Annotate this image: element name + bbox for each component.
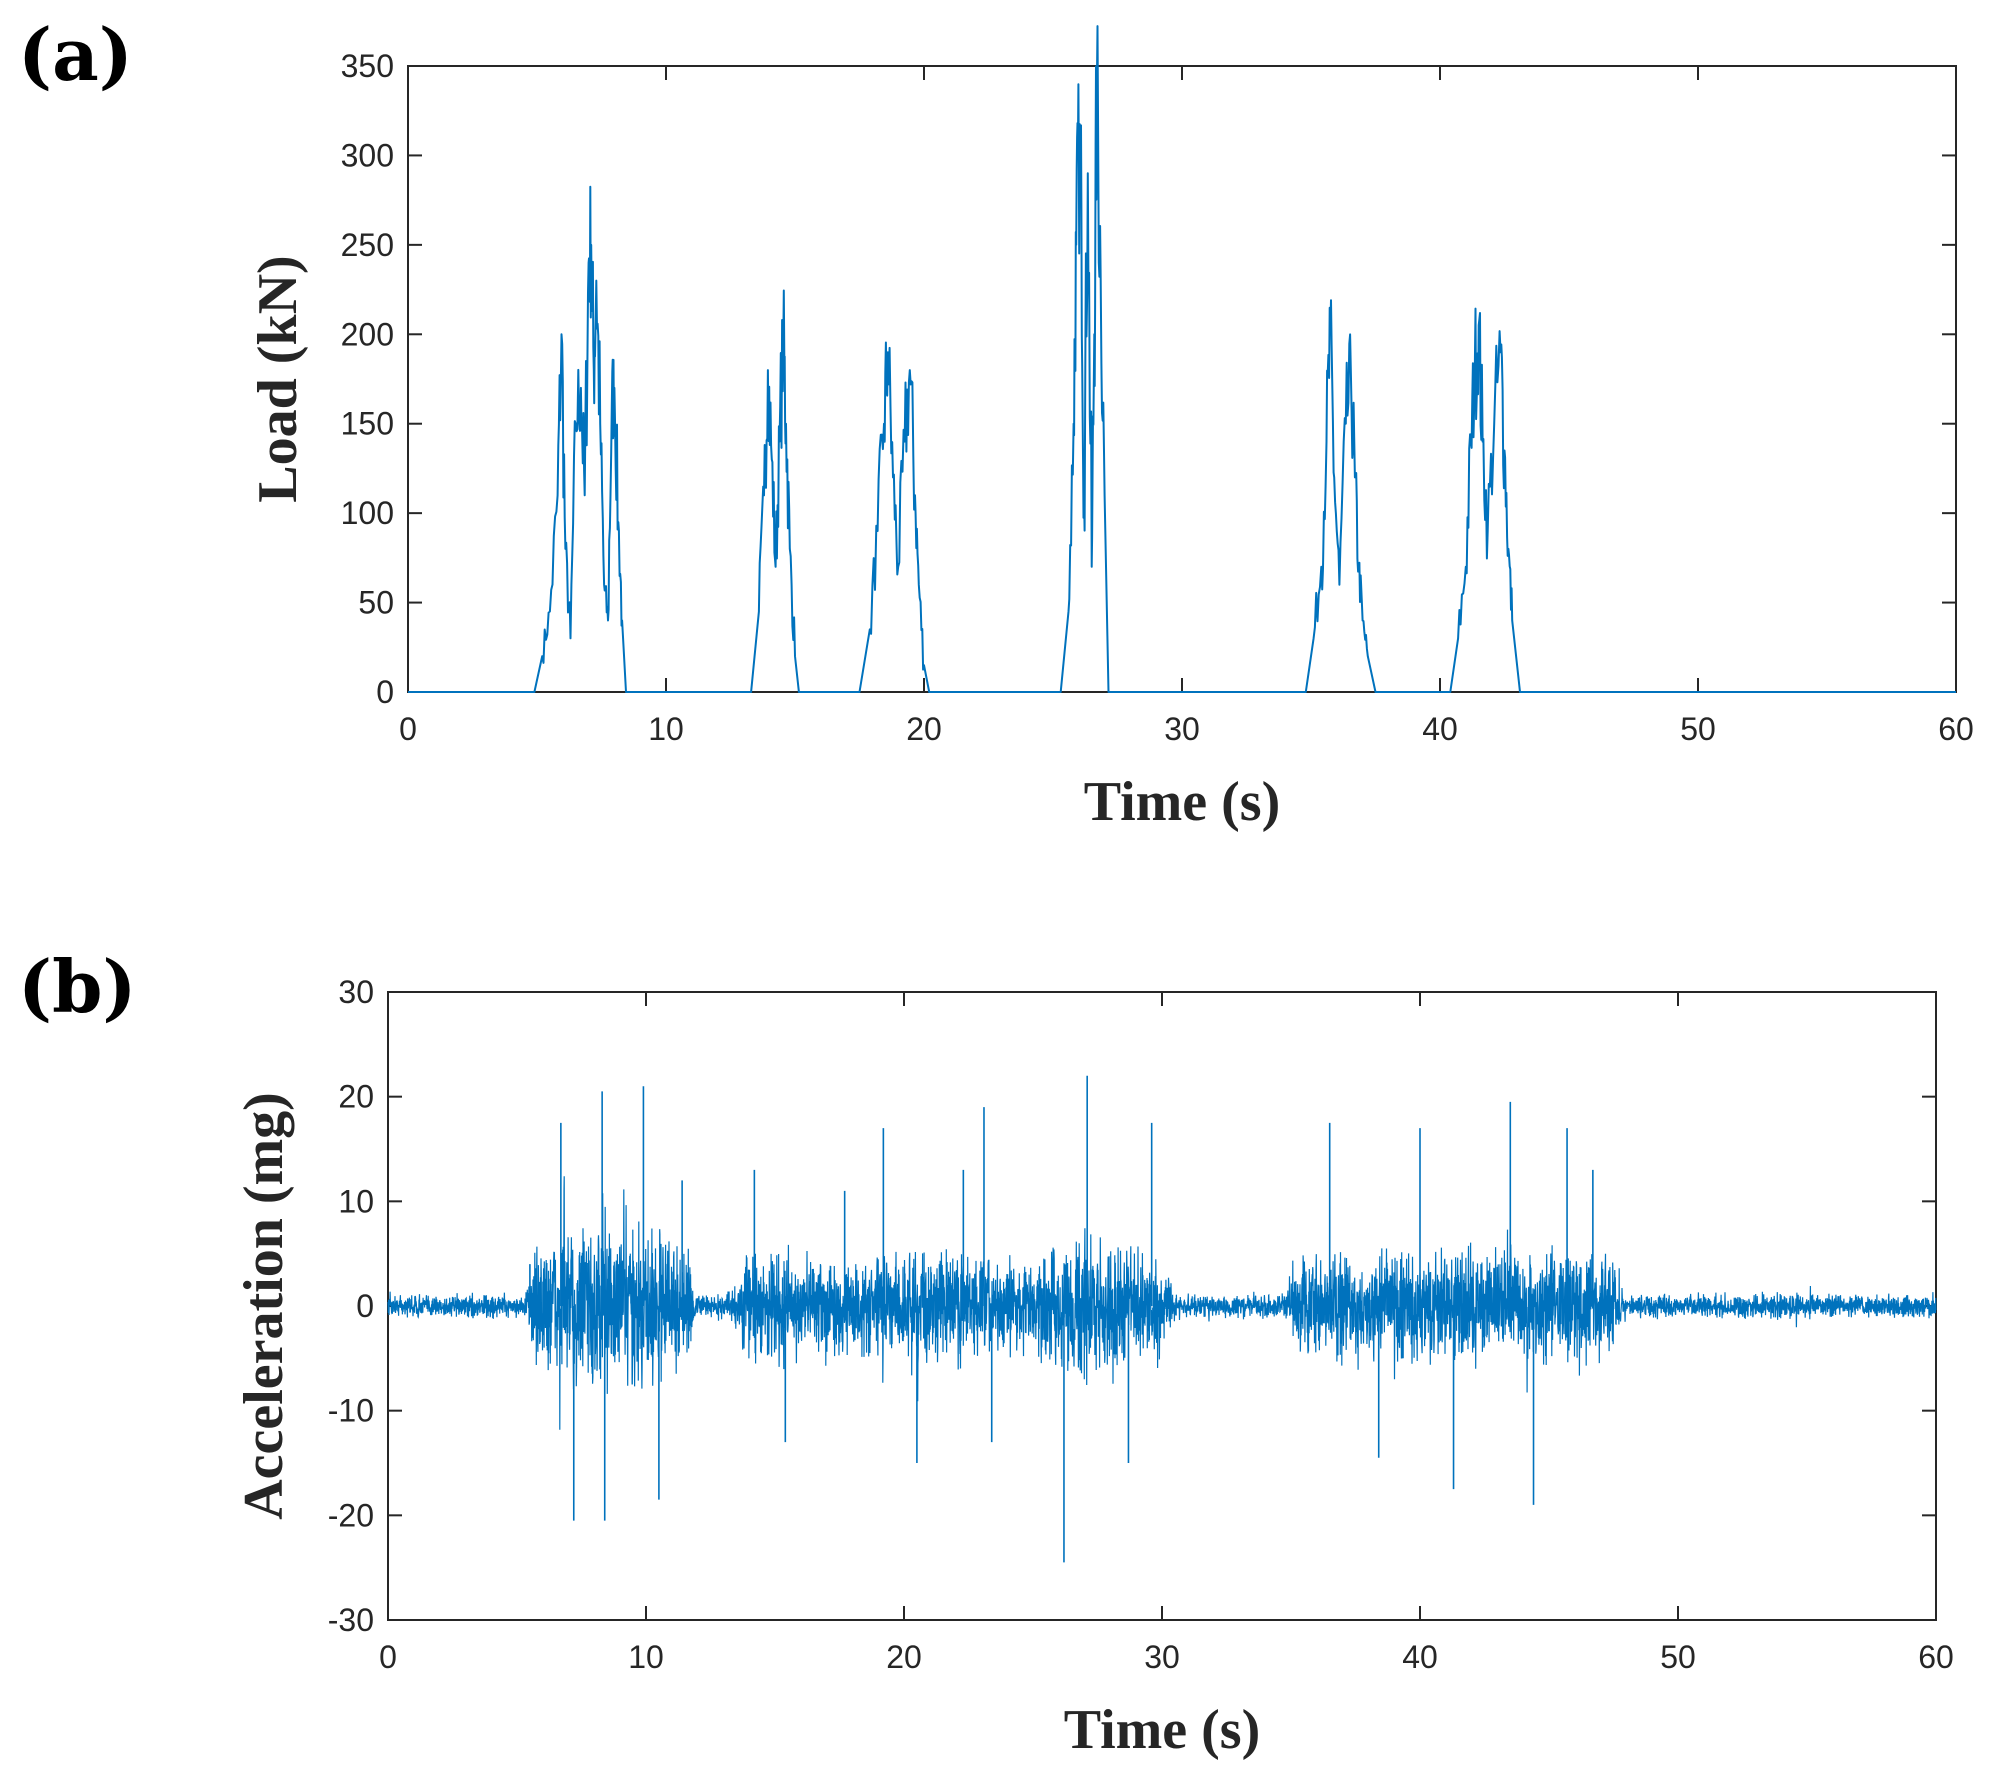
- panel-a-series: [408, 25, 1956, 693]
- x-tick-label: 40: [1402, 1639, 1438, 1675]
- y-tick-label: -10: [328, 1393, 374, 1429]
- x-tick-label: 60: [1918, 1639, 1954, 1675]
- y-tick-label: 150: [341, 406, 394, 442]
- panel-b-x-axis-title: Time (s): [1064, 1699, 1261, 1761]
- y-tick-label: 30: [338, 974, 374, 1010]
- x-tick-label: 10: [648, 711, 684, 747]
- x-tick-label: 30: [1164, 711, 1200, 747]
- x-tick-label: 30: [1144, 1639, 1180, 1675]
- x-tick-label: 10: [628, 1639, 664, 1675]
- x-tick-label: 0: [379, 1639, 397, 1675]
- x-tick-label: 20: [886, 1639, 922, 1675]
- y-tick-label: 0: [356, 1288, 374, 1324]
- panel-b-series: [387, 1075, 1937, 1563]
- y-tick-label: 350: [341, 48, 394, 84]
- panel-b-label: (b): [18, 944, 136, 1029]
- y-tick-label: 0: [376, 674, 394, 710]
- y-tick-label: 100: [341, 495, 394, 531]
- y-tick-label: 50: [358, 585, 394, 621]
- y-tick-label: 200: [341, 316, 394, 352]
- x-tick-label: 40: [1422, 711, 1458, 747]
- acceleration-series-line: [387, 1176, 1937, 1430]
- x-tick-label: 50: [1660, 1639, 1696, 1675]
- panel-a-plot-area: [407, 65, 1957, 693]
- panel-a-ticks: 0 10 20 30 40 50 60 0 50 100 150 200 250 300 350: [341, 48, 1974, 747]
- panel-b-ticks: 0 10 20 30 40 50 60 -30 -20 -10 0 10 20 30: [328, 974, 1954, 1675]
- y-tick-label: 300: [341, 137, 394, 173]
- panel-a-y-axis-title: Load (kN): [247, 255, 309, 502]
- panel-a-x-axis-title: Time (s): [1084, 771, 1281, 833]
- x-tick-label: 0: [399, 711, 417, 747]
- x-tick-label: 20: [906, 711, 942, 747]
- y-tick-label: 250: [341, 227, 394, 263]
- load-series-line: [408, 25, 1956, 693]
- x-tick-label: 50: [1680, 711, 1716, 747]
- panel-b-y-axis-title: Acceleration (mg): [233, 1092, 295, 1520]
- y-tick-label: -30: [328, 1602, 374, 1638]
- y-tick-label: -20: [328, 1497, 374, 1533]
- x-tick-label: 60: [1938, 711, 1974, 747]
- panel-a-label: (a): [18, 12, 133, 97]
- y-tick-label: 10: [338, 1183, 374, 1219]
- panel-a-load-chart: (a) 0 10 20 30 40 50 60 0 50 100 150 200 250 300 350 T…: [18, 12, 1974, 833]
- y-tick-label: 20: [338, 1079, 374, 1115]
- panel-b-acceleration-chart: (b) 0 10 20 30 40 50 60 -30 -20 -10 0 10 20 30 Time (…: [18, 944, 1954, 1761]
